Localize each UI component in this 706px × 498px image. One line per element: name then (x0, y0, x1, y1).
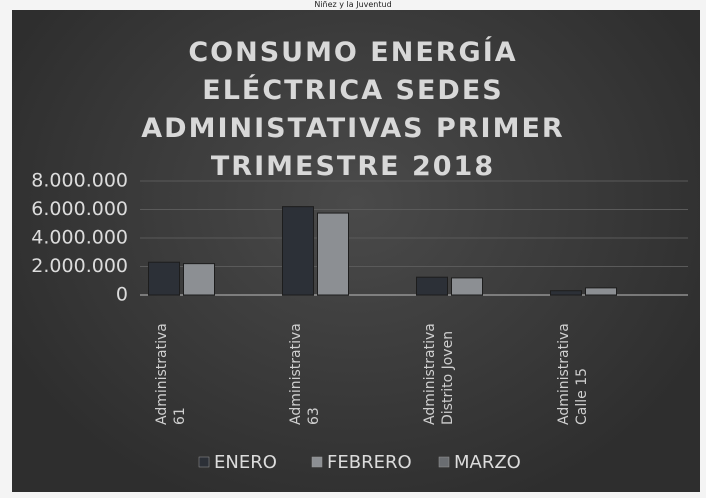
y-tick-label: 0 (116, 284, 128, 306)
legend-label: FEBRERO (327, 452, 412, 473)
bar (183, 263, 215, 296)
bar (282, 206, 314, 296)
x-tick-label: Administrativa 63 (288, 323, 322, 425)
bar (451, 277, 483, 296)
bar (317, 212, 349, 296)
legend-swatch (198, 456, 210, 468)
chart-title: CONSUMO ENERGÍA ELÉCTRICA SEDES ADMINIST… (141, 37, 565, 182)
chart-panel (12, 10, 700, 492)
x-tick-label: Administrativa Distrito Joven (422, 323, 456, 425)
x-tick-label: Administrativa 61 (154, 323, 188, 425)
y-tick-label: 8.000.000 (31, 170, 128, 192)
bar (416, 276, 448, 296)
legend-swatch (311, 456, 323, 468)
header-text: Niñez y la Juventud (314, 0, 392, 9)
legend-label: MARZO (454, 452, 521, 473)
y-tick-label: 4.000.000 (31, 227, 128, 249)
y-tick-label: 2.000.000 (31, 255, 128, 277)
bar (585, 287, 617, 296)
x-tick-label: Administrativa Calle 15 (556, 323, 590, 425)
bar (550, 290, 582, 296)
y-tick-label: 6.000.000 (31, 198, 128, 220)
legend-label: ENERO (214, 452, 277, 473)
legend-swatch (438, 456, 450, 468)
bar (148, 261, 180, 296)
